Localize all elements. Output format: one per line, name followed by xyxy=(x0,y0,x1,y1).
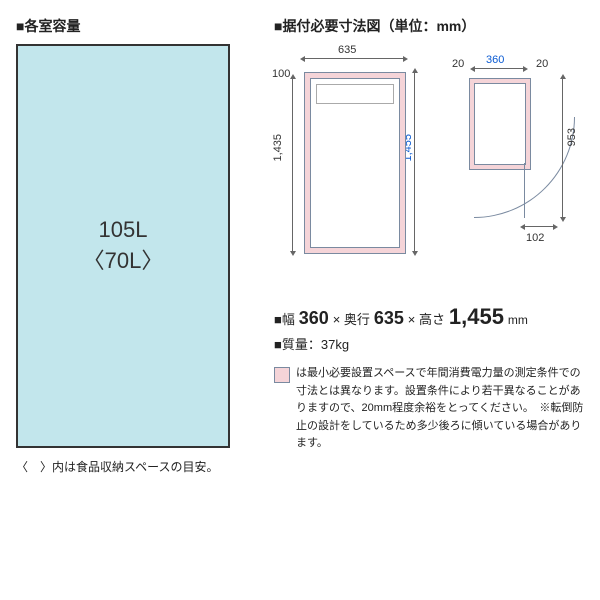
dim-top-gap-r: 20 xyxy=(536,58,548,70)
dim-top-depth: 953 xyxy=(566,128,578,146)
dims-label-h: 高さ xyxy=(419,312,445,327)
dim-line-body-h xyxy=(292,78,293,252)
mass-value: 37kg xyxy=(321,337,349,352)
diagram-title: ■据付必要寸法図（単位：mm） xyxy=(274,16,584,36)
diagram-row: 635 100 1,435 1,455 20 360 20 xyxy=(274,44,584,284)
dim-top-gap-l: 20 xyxy=(452,58,464,70)
dims-label-d: 奥行 xyxy=(344,312,370,327)
capacity-footnote: 〈 〉内は食品収納スペースの目安。 xyxy=(16,458,254,475)
note-text: は最小必要設置スペースで年間消費電力量の測定条件での寸法とは異なります。設置条件… xyxy=(296,365,584,453)
front-diagram: 635 100 1,435 1,455 xyxy=(274,44,424,274)
left-column: ■各室容量 105L 〈70L〉 〈 〉内は食品収納スペースの目安。 xyxy=(16,16,254,475)
mass-label: ■質量： xyxy=(274,337,321,352)
dims-unit: mm xyxy=(508,313,528,327)
door-line xyxy=(524,163,525,218)
note-swatch-icon xyxy=(274,367,290,383)
dim-front-gap: 100 xyxy=(272,68,290,80)
dims-summary: ■幅 360 × 奥行 635 × 高さ 1,455 mm ■質量：37kg xyxy=(274,304,584,353)
capacity-sub: 〈70L〉 xyxy=(83,246,164,277)
top-diagram: 20 360 20 953 102 xyxy=(444,54,584,284)
capacity-main: 105L xyxy=(83,215,164,246)
dim-top-door-d: 102 xyxy=(526,232,544,244)
dim-line-total-h xyxy=(414,72,415,252)
dim-line-door-d xyxy=(524,226,554,227)
capacity-title: ■各室容量 xyxy=(16,16,254,36)
dims-w: 360 xyxy=(299,308,329,328)
note-box: は最小必要設置スペースで年間消費電力量の測定条件での寸法とは異なります。設置条件… xyxy=(274,365,584,453)
dim-front-width: 635 xyxy=(338,44,356,56)
dim-line-depth xyxy=(562,78,563,218)
dim-line-width xyxy=(304,58,404,59)
capacity-box: 105L 〈70L〉 xyxy=(16,44,230,448)
dim-top-width: 360 xyxy=(486,54,504,66)
dims-d: 635 xyxy=(374,308,404,328)
dim-front-body-h: 1,435 xyxy=(272,134,284,162)
front-detail xyxy=(316,84,394,104)
dim-line-top-w xyxy=(474,68,524,69)
dims-label-w: ■幅 xyxy=(274,312,295,327)
right-column: ■据付必要寸法図（単位：mm） 635 100 1,435 1,455 xyxy=(274,16,584,475)
dims-h: 1,455 xyxy=(449,304,504,329)
